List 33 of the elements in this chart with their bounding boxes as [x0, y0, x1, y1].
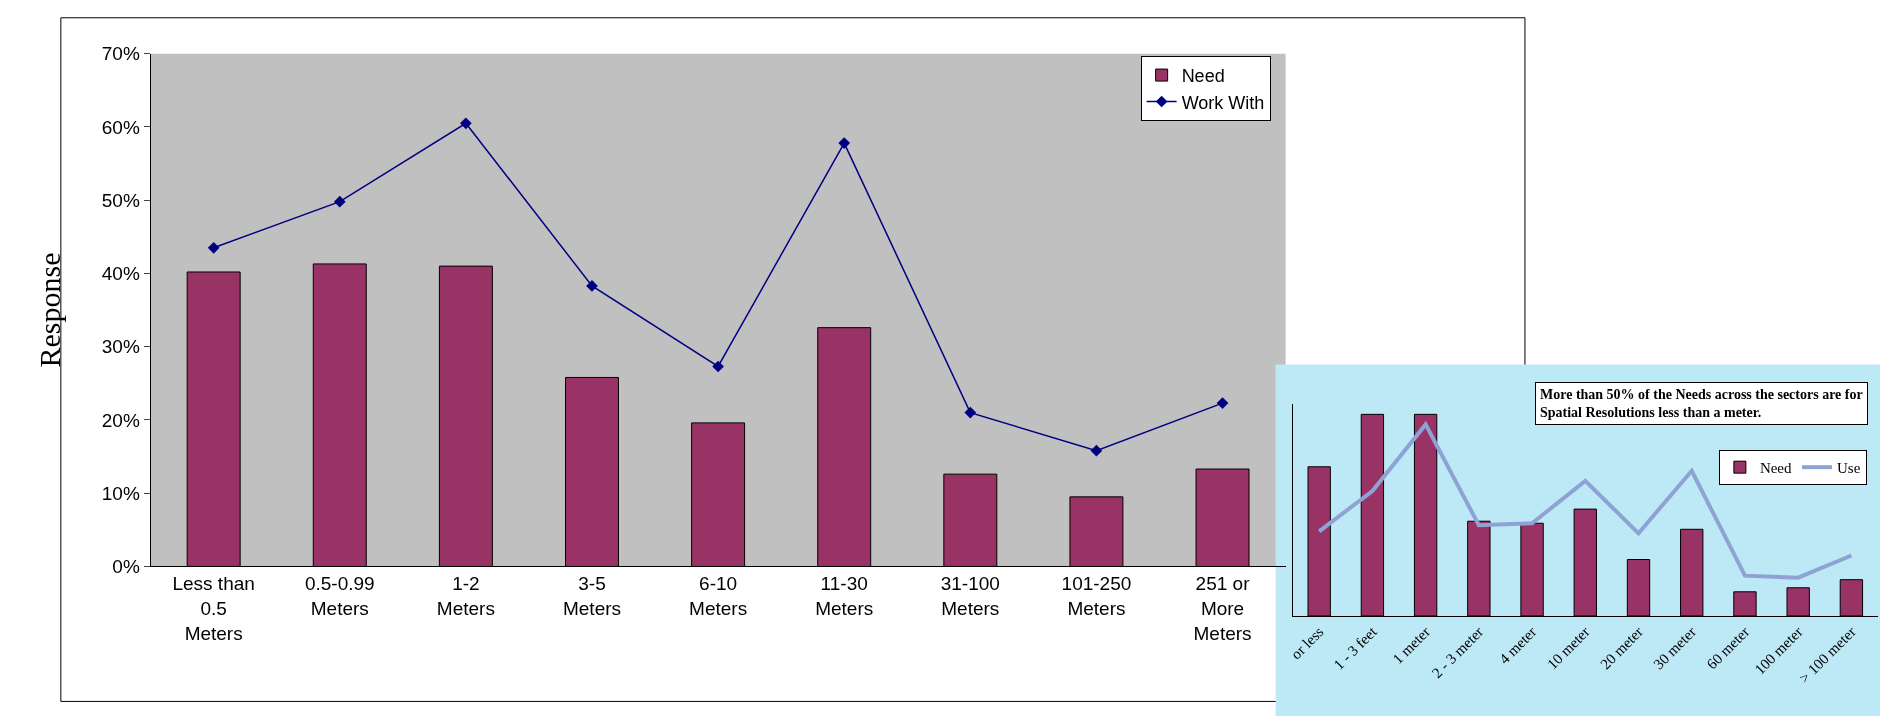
legend-label: Work With	[1181, 92, 1265, 113]
y-tick-label: 50%	[101, 189, 140, 211]
legend-label: Use	[1837, 460, 1861, 477]
y-tick-label: 40%	[101, 263, 140, 285]
point	[712, 360, 724, 373]
point	[207, 241, 220, 254]
y-tick-label: 0%	[112, 556, 140, 578]
x-tick-label: or less	[1287, 623, 1327, 663]
legend-label: Need	[1181, 66, 1225, 87]
y-tick-label: 60%	[101, 116, 140, 138]
y-axis-title: Response	[33, 252, 67, 368]
x-tick-label: 31-100 Meters	[940, 573, 1000, 619]
x-tick-label: 251 or More Meters	[1193, 573, 1252, 644]
point	[333, 195, 346, 208]
x-tick-label: 3-5 Meters	[562, 573, 622, 619]
point	[838, 137, 851, 149]
point	[460, 117, 472, 130]
x-tick-label: 1 - 3 feet	[1330, 623, 1381, 673]
annotation: More than 50% of the Needs across the sectors are for Spatial Resolutions less than a meter.	[1540, 387, 1863, 421]
point	[1216, 397, 1229, 409]
x-tick-label: 0.5-0.99 Meters	[304, 573, 375, 619]
x-tick-label: Less than 0.5 Meters	[172, 573, 255, 644]
x-tick-label: 101-250 Meters	[1061, 573, 1132, 619]
legend-label: Need	[1759, 460, 1793, 477]
point	[964, 406, 977, 419]
point	[1090, 444, 1103, 457]
x-tick-label: 1-2 Meters	[436, 573, 495, 619]
x-tick-label: 11-30 Meters	[815, 573, 874, 619]
y-tick-label: 70%	[101, 43, 140, 65]
y-tick-label: 10%	[101, 482, 140, 504]
y-tick-label: 30%	[101, 336, 140, 358]
y-tick-label: 20%	[101, 409, 140, 431]
x-tick-label: 6-10 Meters	[689, 573, 748, 619]
